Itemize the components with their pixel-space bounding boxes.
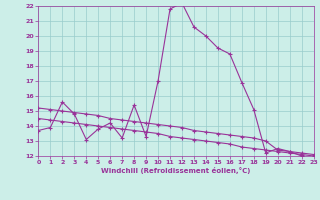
X-axis label: Windchill (Refroidissement éolien,°C): Windchill (Refroidissement éolien,°C): [101, 167, 251, 174]
